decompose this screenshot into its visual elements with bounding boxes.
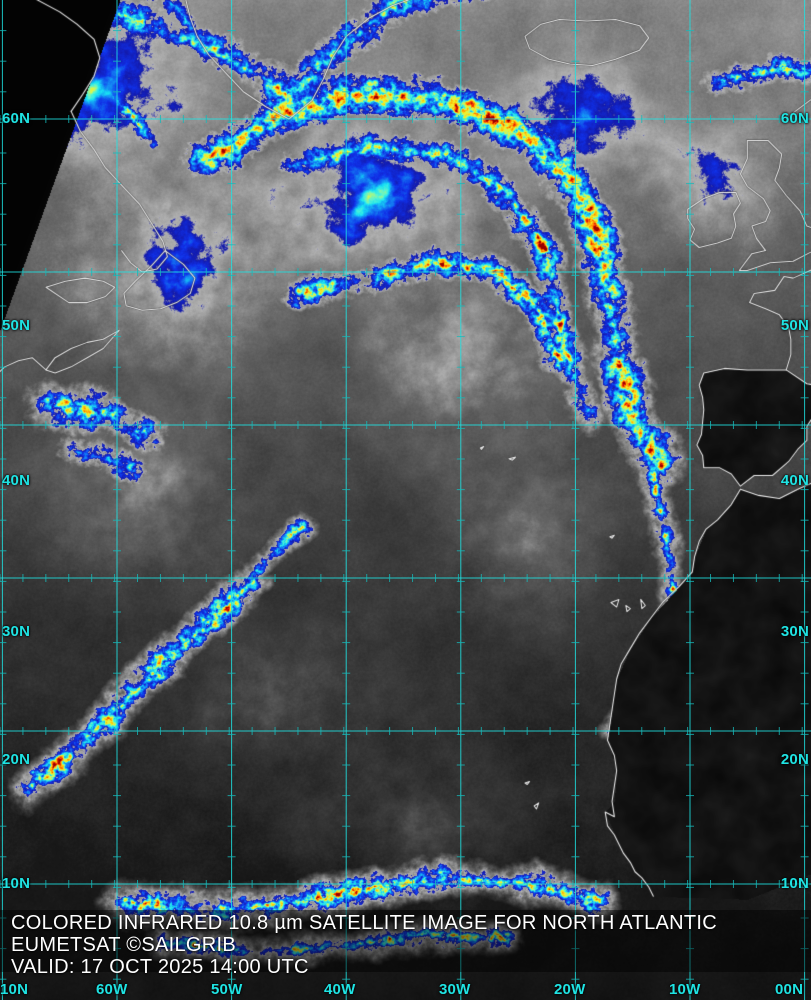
lon-label-70w: 10N (0, 981, 29, 998)
lat-label-left-40n: 40N (2, 472, 31, 489)
lat-label-right-20n: 20N (780, 751, 809, 768)
lat-label-right-60n: 60N (780, 110, 809, 127)
lat-label-right-40n: 40N (780, 472, 809, 489)
lat-label-right-50n: 50N (780, 317, 809, 334)
lon-label-10w: 10W (669, 981, 701, 998)
lon-label-60w: 60W (96, 981, 128, 998)
lat-label-left-60n: 60N (2, 110, 31, 127)
lat-label-left-30n: 30N (2, 623, 31, 640)
lat-label-right-10n: 10N (780, 875, 809, 892)
lat-label-left-10n: 10N (2, 875, 31, 892)
lon-label-40w: 40W (324, 981, 356, 998)
lon-label-20w: 20W (554, 981, 586, 998)
lat-label-right-30n: 30N (780, 623, 809, 640)
lon-label-00: 00N (775, 981, 804, 998)
lon-label-30w: 30W (439, 981, 471, 998)
lat-label-left-20n: 20N (2, 751, 31, 768)
lon-label-50w: 50W (211, 981, 243, 998)
lat-label-left-50n: 50N (2, 317, 31, 334)
